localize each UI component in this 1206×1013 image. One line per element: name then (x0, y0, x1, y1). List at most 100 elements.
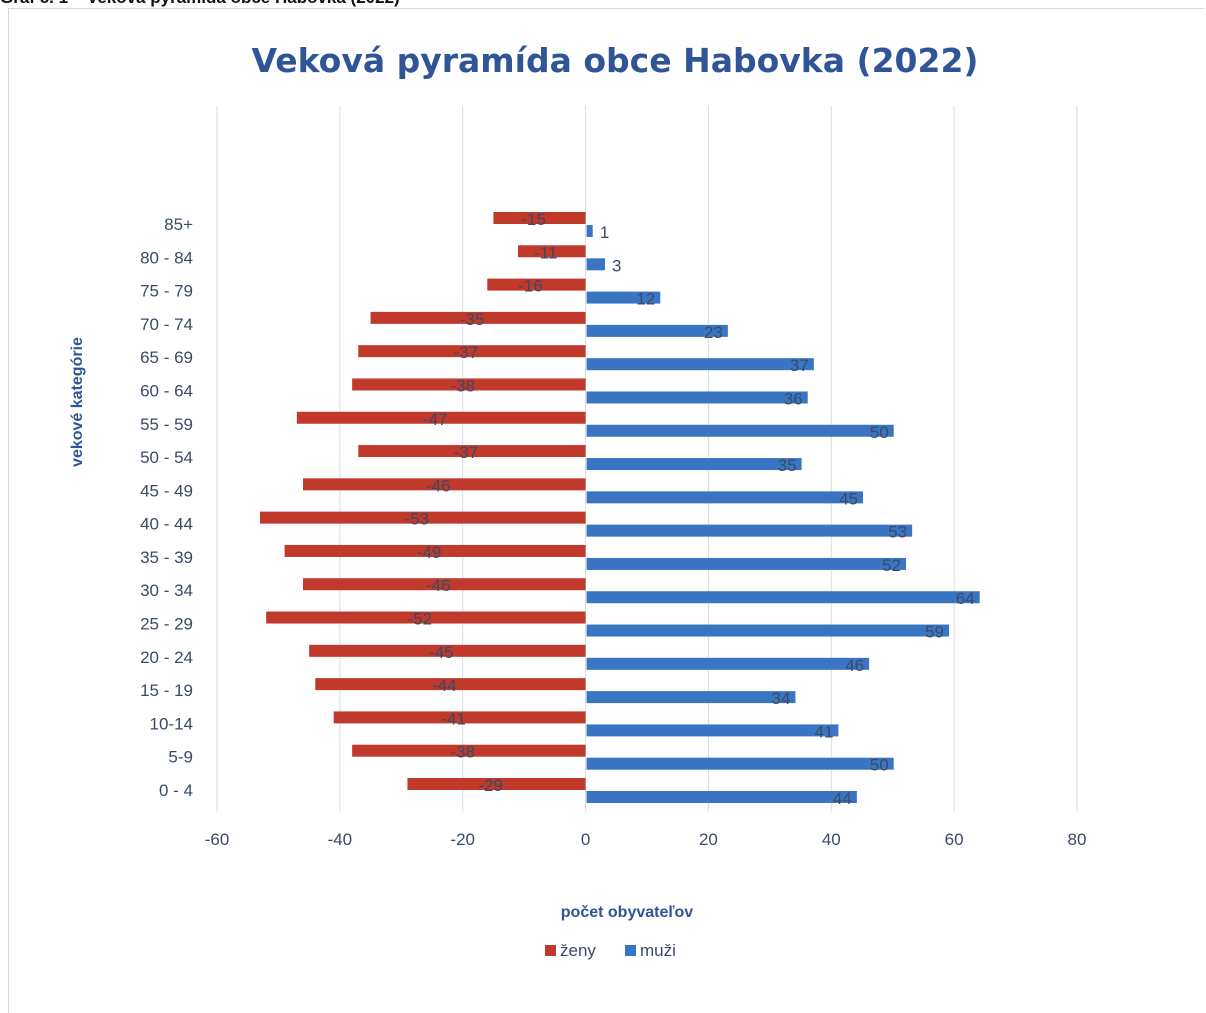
bar-zeny (315, 678, 586, 691)
bar-zeny (493, 212, 586, 224)
data-label-zeny: -53 (404, 510, 429, 529)
data-label-muzi: 23 (704, 323, 723, 342)
data-label-zeny: -37 (454, 343, 479, 362)
data-label-zeny: -16 (518, 277, 543, 296)
data-label-muzi: 12 (636, 290, 655, 309)
y-tick-label: 45 - 49 (140, 481, 193, 500)
data-label-muzi: 52 (882, 556, 901, 575)
bar-muzi (586, 591, 980, 604)
data-label-muzi: 64 (956, 589, 975, 608)
bar-muzi (586, 657, 870, 670)
y-tick-label: 25 - 29 (140, 615, 193, 634)
bar-zeny (518, 245, 586, 258)
bar-muzi (586, 791, 857, 803)
bar-zeny (407, 778, 586, 790)
bar-zeny (260, 511, 586, 524)
bar-zeny (284, 544, 586, 557)
y-tick-label: 50 - 54 (140, 448, 193, 467)
bar-zeny (352, 378, 586, 391)
data-label-muzi: 50 (870, 423, 889, 442)
data-label-muzi: 45 (839, 489, 858, 508)
bar-muzi (586, 324, 728, 337)
data-label-zeny: -44 (432, 676, 457, 695)
bar-muzi (586, 225, 593, 237)
data-label-zeny: -38 (451, 376, 476, 395)
bar-zeny (487, 278, 586, 291)
data-label-muzi: 50 (870, 756, 889, 775)
y-tick-label: 60 - 64 (140, 381, 193, 400)
x-tick-label: -60 (205, 830, 230, 849)
data-label-muzi: 36 (784, 389, 803, 408)
bar-zeny (309, 644, 586, 657)
data-label-zeny: -37 (454, 443, 479, 462)
data-label-zeny: -47 (423, 410, 448, 429)
x-tick-label: -20 (450, 830, 475, 849)
x-axis-ticks: -60 -40 -20 0 20 40 60 80 (205, 830, 1087, 849)
y-axis-title: vekové kategórie (69, 337, 86, 467)
data-label-zeny: -11 (534, 243, 557, 262)
legend-label-zeny: ženy (560, 941, 596, 960)
bar-zeny (303, 578, 586, 591)
bar-muzi (586, 691, 796, 704)
bar-muzi (586, 624, 949, 637)
data-label-muzi: 46 (845, 656, 864, 675)
bar-muzi (586, 524, 913, 537)
legend-swatch-zeny (545, 945, 556, 956)
bar-zeny (370, 311, 586, 324)
y-tick-label: 0 - 4 (159, 781, 193, 800)
data-label-zeny: -46 (426, 476, 451, 495)
data-label-muzi: 41 (815, 722, 834, 741)
x-tick-label: 80 (1068, 830, 1087, 849)
figure-caption: Graf č. 1 – Veková pyramída obce Habovka… (0, 0, 400, 8)
x-tick-label: -40 (328, 830, 353, 849)
y-tick-label: 70 - 74 (140, 315, 193, 334)
data-label-zeny: -15 (521, 210, 546, 229)
y-tick-label: 5-9 (168, 748, 193, 767)
legend-swatch-muzi (625, 945, 636, 956)
data-label-zeny: -35 (460, 310, 485, 329)
x-tick-label: 40 (822, 830, 841, 849)
data-label-muzi: 37 (790, 356, 809, 375)
y-tick-label: 55 - 59 (140, 415, 193, 434)
data-label-muzi: 35 (778, 456, 797, 475)
y-tick-label: 40 - 44 (140, 515, 193, 534)
bar-zeny (358, 445, 586, 458)
legend-label-muzi: muži (640, 941, 676, 960)
y-tick-label: 35 - 39 (140, 548, 193, 567)
bar-zeny (333, 711, 586, 724)
bar-muzi (586, 424, 894, 437)
data-label-muzi: 34 (772, 689, 791, 708)
y-tick-label: 10-14 (150, 714, 193, 733)
data-label-zeny: -49 (417, 543, 442, 562)
legend: ženy muži (545, 941, 676, 960)
y-tick-label: 30 - 34 (140, 581, 193, 600)
y-tick-label: 80 - 84 (140, 248, 193, 267)
bar-muzi (586, 358, 814, 371)
bar-zeny (352, 744, 586, 757)
y-tick-label: 15 - 19 (140, 681, 193, 700)
bar-zeny (296, 411, 586, 424)
data-label-muzi: 3 (612, 256, 621, 275)
bar-zeny (266, 611, 586, 624)
bar-muzi (586, 491, 863, 504)
data-label-muzi: 44 (833, 789, 852, 808)
data-label-muzi: 59 (925, 623, 944, 642)
data-label-zeny: -46 (426, 576, 451, 595)
bar-muzi (586, 258, 605, 271)
chart-frame (8, 8, 1204, 1013)
data-label-zeny: -38 (451, 743, 476, 762)
y-tick-label: 85+ (164, 215, 193, 234)
bar-muzi (586, 724, 839, 737)
data-labels: -15 1 -11 3 -16 12 -35 23 -37 37 -38 36 -47 50 -37 35 -4… (404, 210, 974, 808)
y-tick-label: 65 - 69 (140, 348, 193, 367)
data-label-muzi: 1 (600, 223, 609, 242)
data-label-zeny: -41 (441, 709, 466, 728)
x-axis-title: počet obyvateľov (561, 904, 694, 921)
y-tick-label: 75 - 79 (140, 282, 193, 301)
bar-zeny (303, 478, 586, 491)
bar-zeny (358, 345, 586, 358)
x-tick-label: 20 (699, 830, 718, 849)
bars (260, 212, 980, 803)
y-tick-label: 20 - 24 (140, 648, 193, 667)
